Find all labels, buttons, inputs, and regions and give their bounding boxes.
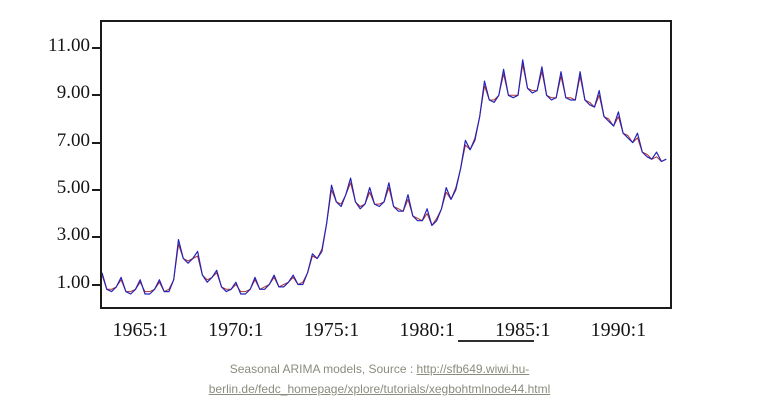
y-tick-mark — [92, 47, 100, 50]
time-series-chart — [102, 59, 667, 295]
y-tick-label: 5.00 — [56, 176, 90, 198]
caption-text: Seasonal ARIMA models, Source : — [229, 362, 417, 376]
x-tick-label: 1985:1 — [494, 319, 551, 341]
source-link-line2: berlin.de/fedc_homepage/xplore/tutorials… — [208, 381, 551, 396]
series-observed — [102, 59, 667, 295]
y-tick-label: 3.00 — [56, 224, 90, 246]
series-arima-fitted — [102, 64, 667, 293]
y-tick-mark — [92, 236, 100, 239]
y-tick-label: 1.00 — [56, 271, 90, 293]
x-tick-label: 1980:1 — [399, 319, 455, 341]
figure-caption: Seasonal ARIMA models, Source : http://s… — [0, 360, 759, 400]
y-tick-label: 7.00 — [56, 129, 90, 151]
axis-underline-artifact — [458, 340, 534, 342]
y-tick-mark — [92, 188, 100, 191]
y-tick-mark — [92, 283, 100, 286]
x-tick-label: 1965:1 — [112, 319, 169, 341]
y-tick-mark — [92, 141, 100, 144]
x-tick-label: 1990:1 — [590, 319, 647, 341]
y-tick-mark — [92, 94, 100, 97]
x-tick-label: 1970:1 — [208, 319, 264, 341]
source-link-line1: http://sfb649.wiwi.hu- — [416, 362, 530, 376]
x-tick-label: 1975:1 — [303, 319, 360, 341]
y-tick-label: 11.00 — [47, 35, 90, 57]
source-link[interactable]: http://sfb649.wiwi.hu-berlin.de/fedc_hom… — [209, 362, 551, 396]
plot-area: 1.00 3.00 5.00 7.00 9.00 11.00 1965:1 1970:1 19… — [48, 20, 672, 341]
y-tick-label: 9.00 — [56, 82, 90, 104]
